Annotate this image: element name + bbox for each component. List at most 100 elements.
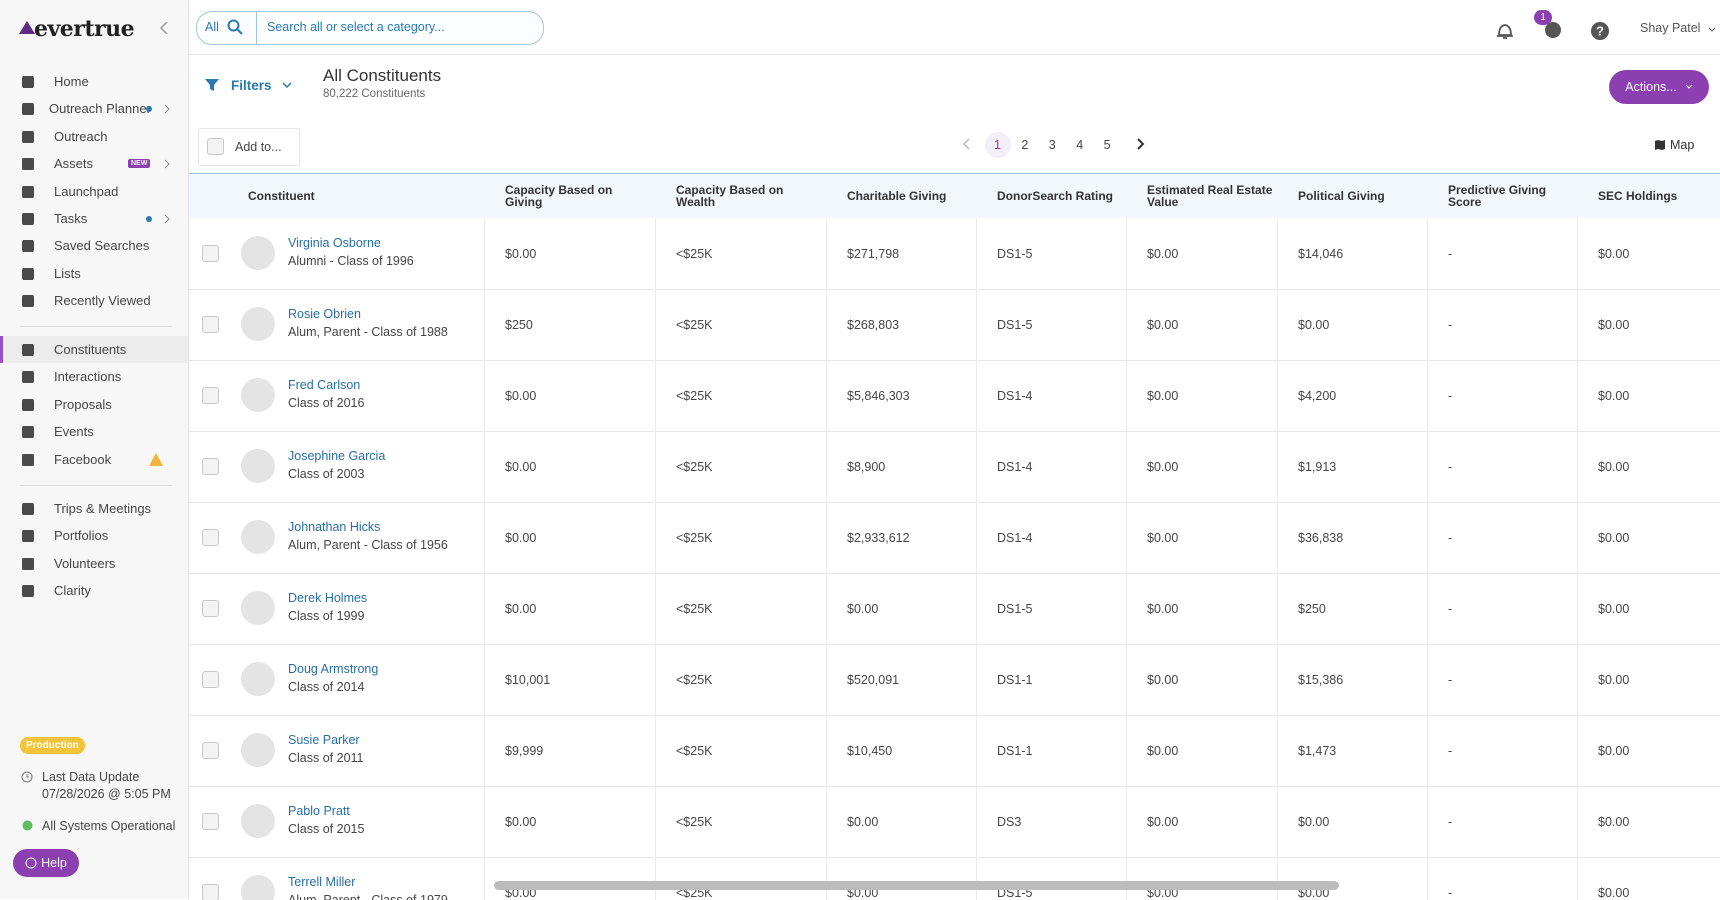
nav-item[interactable]: Interactions — [0, 363, 188, 390]
constituent-name[interactable]: Josephine Garcia — [288, 449, 386, 463]
table-cell: $250 — [505, 317, 533, 332]
nav-label: Events — [54, 424, 94, 440]
nav-item[interactable]: Outreach Planner — [0, 95, 188, 122]
nav-item[interactable]: Volunteers — [0, 550, 188, 577]
nav-item[interactable]: Lists — [0, 260, 188, 287]
nav-label: Constituents — [54, 342, 127, 357]
column-divider — [484, 715, 485, 786]
row-checkbox[interactable] — [202, 600, 219, 617]
constituent-name[interactable]: Pablo Pratt — [288, 804, 350, 818]
actions-button[interactable]: Actions... — [1609, 70, 1709, 104]
search-scope[interactable]: All — [205, 20, 219, 34]
map-button[interactable]: Map — [1670, 138, 1695, 152]
page-number[interactable]: 2 — [1021, 138, 1029, 152]
column-header[interactable]: Charitable Giving — [847, 189, 947, 203]
nav-item[interactable]: Events — [0, 418, 188, 445]
nav-item[interactable]: Portfolios — [0, 522, 188, 549]
nav-item[interactable]: Saved Searches — [0, 232, 188, 259]
nav-item[interactable]: Launchpad — [0, 178, 188, 205]
page-number[interactable]: 5 — [1103, 138, 1111, 152]
user-name[interactable]: Shay Patel — [1640, 21, 1701, 35]
row-checkbox[interactable] — [202, 387, 219, 404]
constituent-subtitle: Alum, Parent - Class of 1988 — [288, 325, 448, 339]
nav-item[interactable]: Clarity — [0, 577, 188, 604]
help-circle-icon[interactable]: ? — [1590, 21, 1610, 41]
row-checkbox[interactable] — [202, 813, 219, 830]
prev-page — [962, 138, 970, 150]
nav-item[interactable]: Constituents — [0, 336, 188, 363]
column-divider — [976, 431, 977, 502]
column-divider — [976, 644, 977, 715]
nav-item[interactable]: Assets NEW — [0, 150, 188, 177]
table-cell: DS1-4 — [997, 459, 1033, 474]
table-row: Terrell Miller Alum, Parent - Class of 19… — [189, 857, 1720, 900]
table-cell: $0.00 — [847, 601, 879, 616]
row-checkbox[interactable] — [202, 884, 219, 900]
table-cell: $1,473 — [1298, 743, 1337, 758]
row-checkbox[interactable] — [202, 671, 219, 688]
page-number[interactable]: 4 — [1076, 138, 1084, 152]
column-header[interactable]: Political Giving — [1298, 189, 1385, 203]
nav-item[interactable]: Trips & Meetings — [0, 495, 188, 522]
notifications-icon[interactable] — [1496, 21, 1514, 41]
nav-item[interactable]: Facebook — [0, 446, 188, 473]
column-header[interactable]: Estimated Real Estate Value — [1147, 183, 1273, 209]
column-divider — [1126, 644, 1127, 715]
table-row: Virginia Osborne Alumni - Class of 1996 $0… — [189, 218, 1720, 290]
column-divider — [826, 360, 827, 431]
row-checkbox[interactable] — [202, 316, 219, 333]
constituent-name[interactable]: Terrell Miller — [288, 875, 356, 889]
systems-status[interactable]: All Systems Operational — [42, 819, 176, 833]
row-checkbox[interactable] — [202, 742, 219, 759]
page-number[interactable]: 1 — [994, 138, 1001, 152]
search-box[interactable]: All Search all or select a category... — [196, 11, 544, 45]
column-divider — [655, 715, 656, 786]
help-button[interactable]: Help — [13, 849, 79, 877]
nav-label: Outreach — [54, 128, 108, 144]
nav-icon — [22, 344, 34, 356]
nav-item[interactable]: Recently Viewed — [0, 287, 188, 314]
column-divider — [1126, 431, 1127, 502]
avatar — [241, 875, 275, 900]
constituent-name[interactable]: Derek Holmes — [288, 591, 368, 605]
constituent-name[interactable]: Doug Armstrong — [288, 662, 379, 676]
table-cell: - — [1448, 672, 1453, 687]
column-divider — [1577, 573, 1578, 644]
column-header[interactable]: SEC Holdings — [1598, 189, 1678, 203]
environment-badge: Production — [20, 737, 85, 754]
constituent-name[interactable]: Rosie Obrien — [288, 307, 361, 321]
constituent-name[interactable]: Virginia Osborne — [288, 236, 381, 250]
nav-item[interactable]: Home — [0, 68, 188, 95]
table-cell: $0.00 — [505, 246, 537, 261]
tasks-icon[interactable] — [1544, 21, 1562, 39]
column-header[interactable]: Capacity Based on Wealth — [676, 183, 784, 209]
nav-item[interactable]: Outreach — [0, 123, 188, 150]
nav-item[interactable]: Tasks — [0, 205, 188, 232]
page-number[interactable]: 3 — [1048, 138, 1056, 152]
nav-item[interactable]: Proposals — [0, 391, 188, 418]
table-cell: $0.00 — [1147, 459, 1179, 474]
column-header[interactable]: Predictive Giving Score — [1448, 183, 1547, 209]
collapse-button[interactable] — [158, 20, 170, 36]
column-header[interactable]: Capacity Based on Giving — [505, 183, 613, 209]
row-checkbox[interactable] — [202, 458, 219, 475]
table-cell: $10,001 — [505, 672, 551, 687]
constituent-subtitle: Class of 1999 — [288, 609, 365, 623]
select-all-checkbox[interactable] — [207, 138, 224, 155]
constituent-name[interactable]: Johnathan Hicks — [288, 520, 381, 534]
add-to-button[interactable]: Add to... — [198, 128, 300, 166]
avatar — [241, 662, 275, 696]
column-header[interactable]: DonorSearch Rating — [997, 189, 1114, 203]
scrollbar[interactable] — [494, 881, 1339, 890]
column-divider — [1277, 218, 1278, 289]
constituent-name[interactable]: Susie Parker — [288, 733, 360, 747]
table-cell: $0.00 — [1147, 530, 1179, 545]
column-header[interactable]: Constituent — [248, 189, 315, 203]
constituent-name[interactable]: Fred Carlson — [288, 378, 361, 392]
row-checkbox[interactable] — [202, 529, 219, 546]
row-checkbox[interactable] — [202, 245, 219, 262]
page-current — [985, 132, 1011, 158]
top-bar: All Search all or select a category... 1… — [189, 3, 1720, 55]
filters-button[interactable]: Filters — [231, 78, 272, 93]
search-placeholder[interactable]: Search all or select a category... — [267, 20, 445, 34]
